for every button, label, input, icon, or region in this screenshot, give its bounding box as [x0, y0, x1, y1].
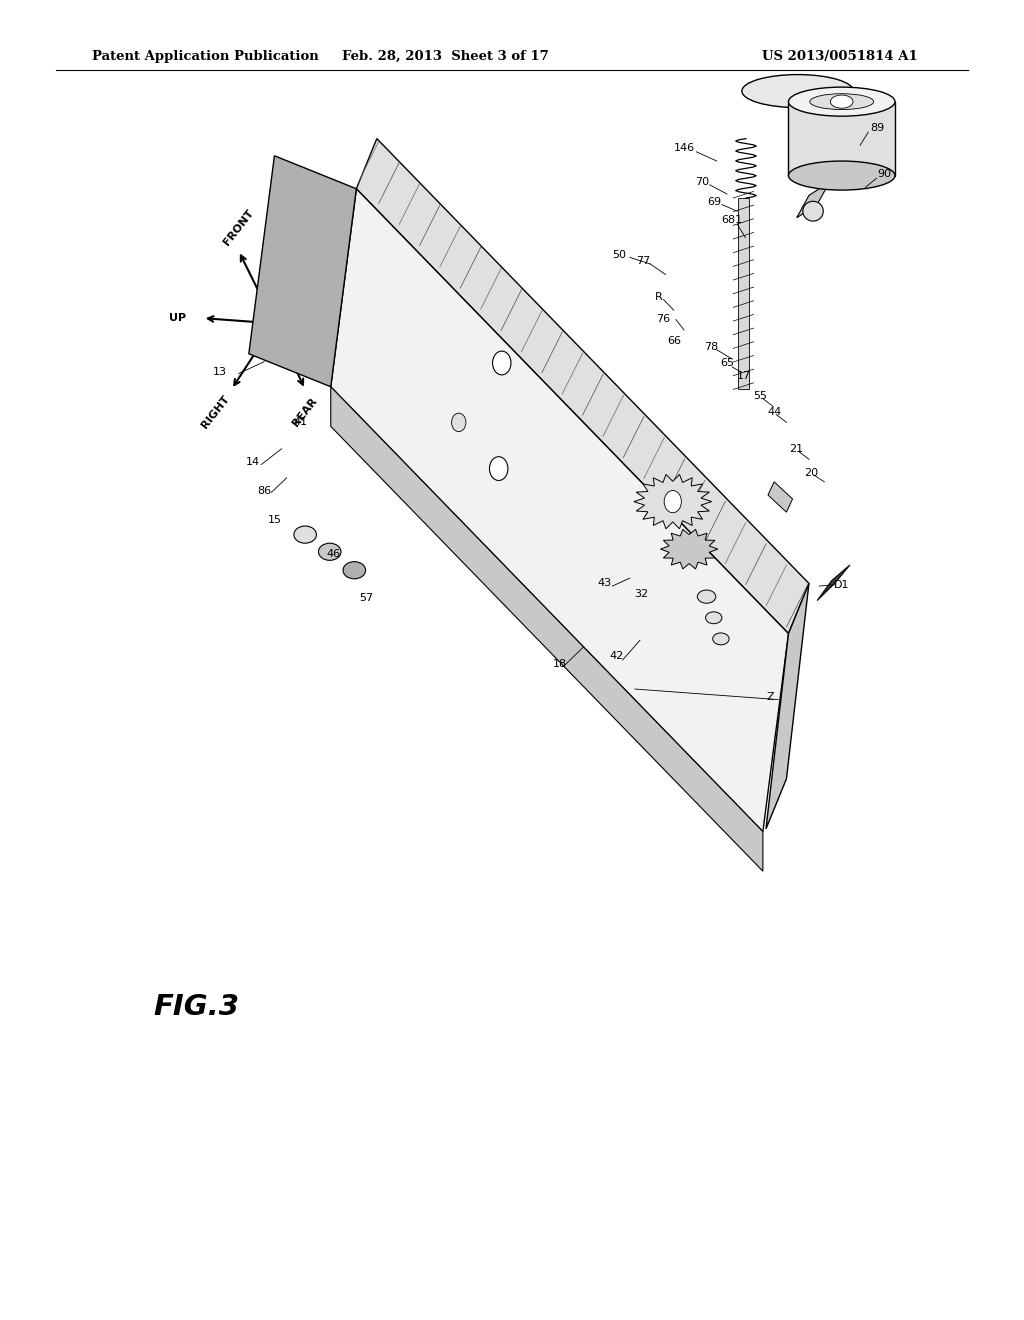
Text: 78: 78 — [705, 342, 719, 352]
Text: REAR: REAR — [291, 396, 319, 428]
Text: 21: 21 — [790, 444, 804, 454]
Ellipse shape — [343, 562, 366, 579]
Text: 70: 70 — [695, 177, 710, 187]
Polygon shape — [331, 387, 763, 871]
Ellipse shape — [788, 161, 895, 190]
Text: 42: 42 — [609, 651, 624, 661]
Text: 41: 41 — [293, 417, 307, 428]
Ellipse shape — [318, 544, 341, 561]
Text: 18: 18 — [553, 659, 567, 669]
Polygon shape — [768, 482, 793, 512]
Text: UP: UP — [169, 313, 185, 323]
Text: 90: 90 — [878, 169, 892, 180]
Polygon shape — [660, 529, 718, 569]
Text: 15: 15 — [267, 515, 282, 525]
Text: Feb. 28, 2013  Sheet 3 of 17: Feb. 28, 2013 Sheet 3 of 17 — [342, 50, 549, 63]
Text: 32: 32 — [634, 589, 648, 599]
Text: 77: 77 — [636, 256, 650, 267]
Text: FIG.3: FIG.3 — [154, 993, 240, 1022]
Text: 76: 76 — [656, 314, 671, 325]
Polygon shape — [797, 182, 829, 218]
Text: 57: 57 — [359, 593, 374, 603]
Circle shape — [489, 457, 508, 480]
Circle shape — [665, 491, 681, 512]
Text: 66: 66 — [667, 335, 681, 346]
Text: LEFT: LEFT — [321, 223, 347, 252]
Text: RIGHT: RIGHT — [200, 393, 230, 430]
Polygon shape — [738, 198, 749, 389]
Text: 43: 43 — [597, 578, 611, 589]
Ellipse shape — [697, 590, 716, 603]
Circle shape — [452, 413, 466, 432]
Text: 86: 86 — [257, 486, 271, 496]
Ellipse shape — [741, 74, 853, 107]
Text: 46: 46 — [327, 549, 341, 560]
Text: D1: D1 — [834, 579, 850, 590]
Text: R: R — [654, 292, 663, 302]
Text: FRONT: FRONT — [221, 207, 256, 247]
Text: 69: 69 — [708, 197, 722, 207]
Text: 89: 89 — [870, 123, 885, 133]
Text: Z: Z — [766, 692, 774, 702]
Ellipse shape — [706, 611, 722, 624]
Text: US 2013/0051814 A1: US 2013/0051814 A1 — [762, 50, 918, 63]
Polygon shape — [766, 583, 809, 829]
Polygon shape — [634, 474, 712, 529]
Text: 13: 13 — [213, 367, 227, 378]
Polygon shape — [788, 102, 895, 176]
Text: Patent Application Publication: Patent Application Publication — [92, 50, 318, 63]
Text: 55: 55 — [753, 391, 767, 401]
Text: 44: 44 — [767, 407, 781, 417]
Ellipse shape — [713, 632, 729, 645]
Text: 146: 146 — [674, 143, 694, 153]
Ellipse shape — [294, 525, 316, 544]
Text: 17: 17 — [736, 371, 751, 381]
Text: DOWN: DOWN — [334, 345, 375, 355]
Text: 681: 681 — [722, 215, 742, 226]
Ellipse shape — [803, 201, 823, 222]
Text: 50: 50 — [612, 249, 627, 260]
Circle shape — [493, 351, 511, 375]
Text: 14: 14 — [246, 457, 260, 467]
Text: 65: 65 — [720, 358, 734, 368]
Polygon shape — [817, 565, 850, 601]
Polygon shape — [331, 189, 788, 832]
Polygon shape — [356, 139, 809, 634]
Polygon shape — [249, 156, 356, 387]
Ellipse shape — [810, 94, 873, 110]
Ellipse shape — [788, 87, 895, 116]
Text: 20: 20 — [804, 467, 818, 478]
Ellipse shape — [830, 95, 853, 108]
